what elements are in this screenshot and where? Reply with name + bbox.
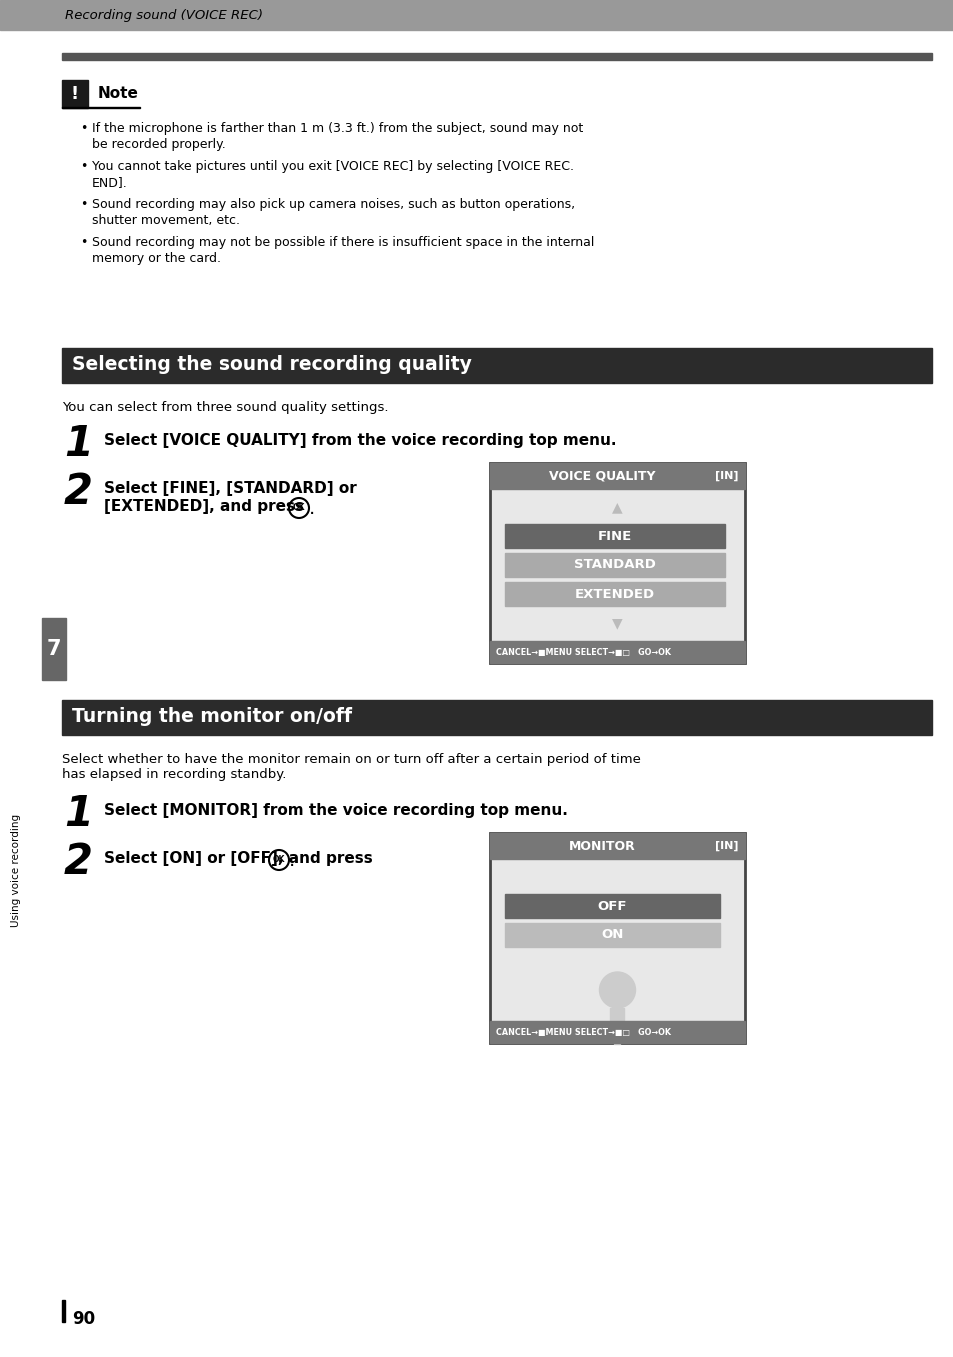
- Text: [EXTENDED], and press: [EXTENDED], and press: [104, 499, 304, 514]
- Bar: [62, 106, 140, 109]
- Bar: [490, 1020, 744, 1044]
- Text: 90: 90: [71, 1310, 95, 1329]
- Bar: [504, 894, 720, 917]
- Bar: [490, 463, 744, 664]
- Text: If the microphone is farther than 1 m (3.3 ft.) from the subject, sound may not: If the microphone is farther than 1 m (3…: [91, 122, 582, 134]
- Bar: [610, 1008, 624, 1030]
- Text: 2: 2: [64, 471, 92, 513]
- Text: Select [MONITOR] from the voice recording top menu.: Select [MONITOR] from the voice recordin…: [104, 803, 567, 818]
- Text: has elapsed in recording standby.: has elapsed in recording standby.: [62, 768, 286, 782]
- Text: Select [FINE], [STANDARD] or: Select [FINE], [STANDARD] or: [104, 480, 356, 497]
- Text: Sound recording may also pick up camera noises, such as button operations,: Sound recording may also pick up camera …: [91, 198, 575, 210]
- Text: Select [ON] or [OFF], and press: Select [ON] or [OFF], and press: [104, 851, 373, 866]
- Text: [IN]: [IN]: [715, 471, 739, 482]
- Text: CANCEL→■MENU SELECT→■□   GO→OK: CANCEL→■MENU SELECT→■□ GO→OK: [496, 647, 670, 657]
- Text: .: .: [289, 851, 294, 870]
- Bar: [598, 1029, 635, 1035]
- Text: You cannot take pictures until you exit [VOICE REC] by selecting [VOICE REC.: You cannot take pictures until you exit …: [91, 160, 574, 172]
- Bar: [614, 1030, 619, 1044]
- Text: shutter movement, etc.: shutter movement, etc.: [91, 214, 240, 227]
- Bar: [62, 53, 931, 60]
- Bar: [490, 641, 744, 664]
- Text: 7: 7: [47, 639, 61, 660]
- Text: 1: 1: [64, 423, 92, 465]
- Bar: [504, 923, 720, 947]
- Bar: [504, 524, 724, 548]
- Text: OFF: OFF: [598, 900, 626, 912]
- Text: Using voice recording: Using voice recording: [11, 813, 21, 927]
- Bar: [62, 347, 931, 383]
- Bar: [504, 582, 724, 607]
- Bar: [490, 833, 744, 1044]
- Bar: [490, 833, 744, 859]
- Text: CANCEL→■MENU SELECT→■□   GO→OK: CANCEL→■MENU SELECT→■□ GO→OK: [496, 1027, 670, 1037]
- Bar: [490, 463, 744, 489]
- Text: •: •: [80, 122, 88, 134]
- Text: Turning the monitor on/off: Turning the monitor on/off: [71, 707, 352, 726]
- Text: memory or the card.: memory or the card.: [91, 252, 221, 265]
- Text: Recording sound (VOICE REC): Recording sound (VOICE REC): [65, 8, 263, 22]
- Bar: [62, 700, 931, 735]
- Text: •: •: [80, 160, 88, 172]
- Text: ▲: ▲: [612, 499, 622, 514]
- Bar: [62, 1300, 65, 1322]
- Bar: [62, 80, 88, 109]
- Text: .: .: [309, 498, 314, 517]
- Text: END].: END].: [91, 176, 128, 189]
- Text: be recorded properly.: be recorded properly.: [91, 138, 226, 151]
- Text: Select whether to have the monitor remain on or turn off after a certain period : Select whether to have the monitor remai…: [62, 753, 640, 765]
- Text: •: •: [80, 198, 88, 210]
- Text: You can select from three sound quality settings.: You can select from three sound quality …: [62, 402, 388, 414]
- Text: 2: 2: [64, 841, 92, 883]
- Text: Select [VOICE QUALITY] from the voice recording top menu.: Select [VOICE QUALITY] from the voice re…: [104, 433, 616, 448]
- Bar: [504, 554, 724, 577]
- Text: OK: OK: [293, 503, 305, 513]
- Text: EXTENDED: EXTENDED: [575, 588, 655, 601]
- Text: STANDARD: STANDARD: [574, 559, 656, 571]
- Text: •: •: [80, 236, 88, 248]
- Circle shape: [598, 972, 635, 1008]
- Text: !: !: [71, 85, 79, 103]
- Bar: [42, 617, 66, 680]
- Bar: [0, 0, 953, 30]
- Text: Selecting the sound recording quality: Selecting the sound recording quality: [71, 356, 472, 375]
- Text: Sound recording may not be possible if there is insufficient space in the intern: Sound recording may not be possible if t…: [91, 236, 594, 248]
- Text: ON: ON: [600, 928, 623, 942]
- Text: Note: Note: [98, 87, 139, 102]
- Text: FINE: FINE: [598, 529, 632, 543]
- Text: MONITOR: MONITOR: [568, 840, 635, 852]
- Text: 1: 1: [64, 792, 92, 835]
- Text: [IN]: [IN]: [715, 841, 739, 851]
- Text: VOICE QUALITY: VOICE QUALITY: [548, 470, 655, 483]
- Text: ▼: ▼: [612, 616, 622, 630]
- Text: OK: OK: [273, 855, 285, 864]
